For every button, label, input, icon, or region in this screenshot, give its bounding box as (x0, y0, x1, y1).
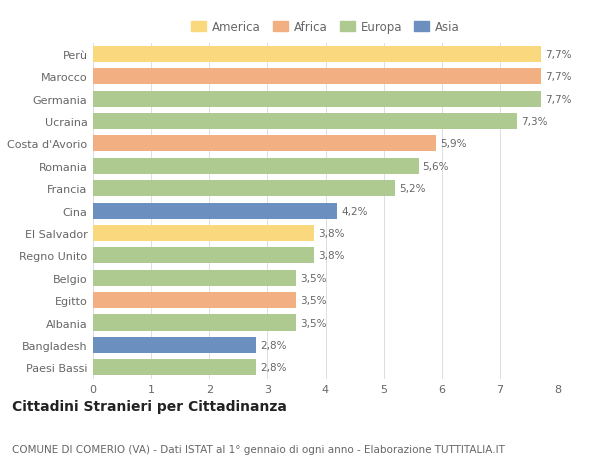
Bar (93, 270, 296, 286)
Text: COMUNE DI COMERIO (VA) - Dati ISTAT al 1° gennaio di ogni anno - Elaborazione TU: COMUNE DI COMERIO (VA) - Dati ISTAT al 1… (12, 444, 505, 454)
Bar (93, 248, 314, 264)
Bar (93, 69, 541, 85)
Bar (93, 337, 256, 353)
Bar (93, 225, 314, 241)
Text: 3,5%: 3,5% (301, 296, 327, 306)
Bar (93, 359, 256, 375)
Bar (93, 203, 337, 219)
Text: 7,7%: 7,7% (545, 50, 571, 60)
Text: 3,8%: 3,8% (318, 229, 344, 239)
Bar (93, 292, 296, 308)
Text: 5,9%: 5,9% (440, 139, 467, 149)
Text: 7,7%: 7,7% (545, 95, 571, 105)
Text: 3,8%: 3,8% (318, 251, 344, 261)
Bar (93, 91, 541, 107)
Text: Cittadini Stranieri per Cittadinanza: Cittadini Stranieri per Cittadinanza (12, 399, 287, 413)
Bar (93, 315, 296, 331)
Text: 3,5%: 3,5% (301, 318, 327, 328)
Bar (93, 181, 395, 197)
Text: 4,2%: 4,2% (341, 206, 368, 216)
Text: 2,8%: 2,8% (260, 340, 286, 350)
Text: 3,5%: 3,5% (301, 273, 327, 283)
Bar (93, 47, 541, 63)
Text: 7,3%: 7,3% (521, 117, 548, 127)
Legend: America, Africa, Europa, Asia: America, Africa, Europa, Asia (191, 22, 460, 34)
Text: 2,8%: 2,8% (260, 363, 286, 373)
Bar (93, 158, 419, 174)
Text: 5,2%: 5,2% (400, 184, 426, 194)
Bar (93, 136, 436, 152)
Text: 7,7%: 7,7% (545, 72, 571, 82)
Bar (93, 114, 517, 130)
Text: 5,6%: 5,6% (422, 162, 449, 172)
